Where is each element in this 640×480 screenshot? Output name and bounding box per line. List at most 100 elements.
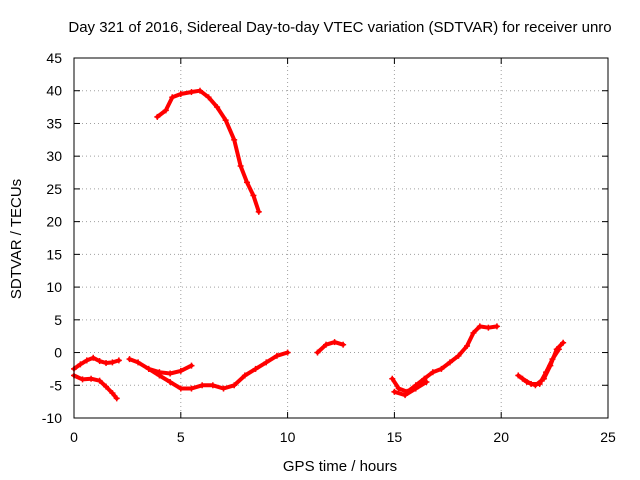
data-point [109, 390, 116, 397]
data-point [220, 385, 227, 392]
data-point [255, 208, 262, 215]
data-point [455, 352, 462, 359]
data-point [241, 372, 248, 379]
y-tick-label: 20 [46, 214, 62, 230]
y-tick-label: 25 [46, 181, 62, 197]
data-point [464, 343, 471, 349]
data-point [222, 117, 229, 124]
data-point [88, 375, 95, 382]
series-track-10 [519, 346, 562, 387]
y-tick-label: 15 [46, 246, 62, 262]
data-point [188, 385, 195, 392]
data-point [169, 94, 176, 101]
data-point [389, 375, 396, 382]
data-point [199, 382, 206, 389]
y-tick-label: 0 [54, 345, 62, 361]
data-point [395, 385, 402, 392]
data-point [103, 360, 110, 367]
tick-layer: 0 5 10 15 20 25 -10 -5 0 5 10 15 20 25 30 35 40 45 [42, 50, 616, 445]
data-point [77, 361, 84, 368]
data-point [96, 377, 103, 384]
series-track-8 [391, 379, 430, 399]
series-track-4 [145, 362, 195, 377]
series-line [520, 347, 561, 386]
x-tick-label: 0 [70, 429, 78, 445]
series-track-1 [71, 354, 122, 372]
chart-title: Day 321 of 2016, Sidereal Day-to-day VTE… [68, 19, 611, 36]
plot-frame [73, 57, 609, 419]
data-point [214, 104, 221, 111]
data-point [331, 339, 338, 346]
data-point [103, 383, 110, 390]
y-axis-label: SDTVAR / TECUs [8, 179, 25, 299]
data-point [252, 365, 259, 372]
data-point [470, 329, 477, 336]
data-point [519, 375, 526, 382]
y-tick-label: -10 [42, 410, 62, 426]
data-point [402, 392, 409, 399]
series-line [155, 88, 261, 214]
data-point [205, 94, 212, 101]
data-point [560, 339, 567, 346]
series-track-5 [154, 87, 262, 215]
data-point [115, 357, 122, 364]
data-point [156, 369, 163, 376]
data-point [438, 365, 445, 372]
data-point [323, 341, 330, 348]
data-point [197, 87, 204, 94]
y-tick-label: 10 [46, 279, 62, 295]
data-point [515, 372, 522, 379]
data-point [263, 359, 270, 366]
series-line [390, 324, 499, 394]
data-point [273, 352, 280, 359]
series-track-6 [314, 339, 347, 356]
data-point [126, 356, 133, 363]
data-point [188, 89, 195, 96]
data-point [244, 179, 251, 186]
data-point [429, 369, 436, 376]
data-point [109, 359, 116, 366]
data-point [543, 369, 550, 376]
series-track-7 [389, 323, 500, 395]
data-point [79, 376, 86, 383]
data-point [177, 385, 184, 392]
y-tick-label: 5 [54, 312, 62, 328]
data-point [421, 375, 428, 382]
series-layer [71, 87, 567, 402]
y-tick-label: 30 [46, 148, 62, 164]
data-point [113, 395, 120, 402]
data-point [83, 357, 90, 364]
data-point [493, 323, 500, 330]
data-point [314, 349, 321, 356]
series-line [392, 380, 429, 398]
data-point [231, 382, 238, 389]
data-point [476, 323, 483, 330]
x-tick-label: 20 [493, 429, 509, 445]
data-point [167, 379, 174, 385]
data-point [96, 358, 103, 365]
data-point [555, 346, 562, 353]
data-point [135, 359, 142, 366]
data-point [177, 367, 184, 374]
data-point [549, 356, 556, 363]
data-point [536, 380, 543, 387]
data-point [167, 370, 174, 377]
x-tick-label: 15 [387, 429, 403, 445]
data-point [90, 354, 97, 361]
data-point [528, 380, 535, 387]
data-point [231, 136, 238, 143]
data-point [485, 324, 492, 331]
data-point [340, 341, 347, 348]
data-point [188, 362, 195, 369]
y-tick-label: 45 [46, 50, 62, 66]
data-point [412, 385, 419, 392]
data-point [162, 107, 169, 114]
series-line [315, 340, 346, 355]
data-point [250, 192, 257, 199]
x-axis-label: GPS time / hours [283, 458, 397, 475]
series-track-2 [71, 372, 120, 402]
grid-layer [74, 58, 608, 418]
y-tick-label: 40 [46, 83, 62, 99]
